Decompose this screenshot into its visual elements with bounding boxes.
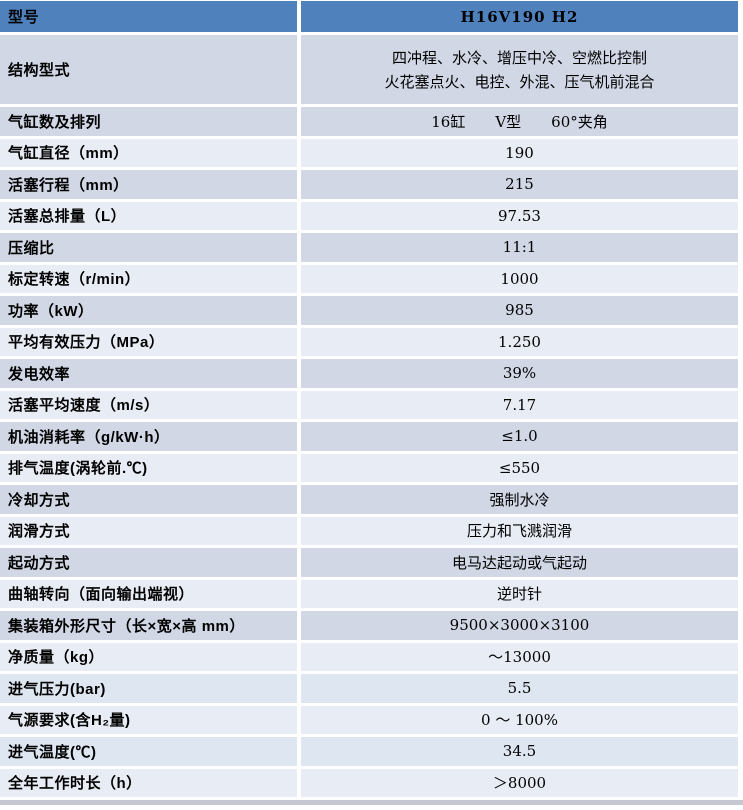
row-value: 电马达起动或气起动	[301, 548, 738, 577]
row-value: 5.5	[301, 674, 738, 703]
row-label: 润滑方式	[0, 516, 297, 545]
row-value: 97.53	[301, 201, 738, 230]
row-label: 结构型式	[0, 35, 297, 104]
row-label: 曲轴转向（面向输出端视）	[0, 579, 297, 608]
row-label: 发电效率	[0, 359, 297, 388]
table-row: 结构型式 四冲程、水冷、增压中冷、空燃比控制 火花塞点火、电控、外混、压气机前混合	[0, 35, 738, 104]
table-row: 排气温度(涡轮前.℃) ≤550	[0, 453, 738, 482]
row-label: 净质量（kg）	[0, 642, 297, 671]
table-row: 标定转速（r/min） 1000	[0, 264, 738, 293]
table-row: 功率（kW） 985	[0, 296, 738, 325]
row-value: 11:1	[301, 233, 738, 262]
row-label: 全年工作时长（h）	[0, 768, 297, 797]
row-label: 活塞平均速度（m/s）	[0, 390, 297, 419]
table-row: 活塞行程（mm） 215	[0, 170, 738, 199]
table-row: 全年工作时长（h） ＞8000	[0, 768, 738, 797]
header-model-value: H16V190 H2	[301, 1, 738, 32]
row-value: 四冲程、水冷、增压中冷、空燃比控制 火花塞点火、电控、外混、压气机前混合	[301, 35, 738, 104]
row-label: 进气温度(℃)	[0, 737, 297, 766]
row-value: ≤1.0	[301, 422, 738, 451]
row-value: 7.17	[301, 390, 738, 419]
row-value: 1000	[301, 264, 738, 293]
table-row: 活塞平均速度（m/s） 7.17	[0, 390, 738, 419]
table-row: 平均有效压力（MPa） 1.250	[0, 327, 738, 356]
row-value: ～13000	[301, 642, 738, 671]
table-row: 压缩比 11:1	[0, 233, 738, 262]
table-row: 气源要求(含H₂量) 0 ～ 100%	[0, 705, 738, 734]
row-value: 215	[301, 170, 738, 199]
row-label: 标定转速（r/min）	[0, 264, 297, 293]
table-row: 发电效率 39%	[0, 359, 738, 388]
row-label: 气源要求(含H₂量)	[0, 705, 297, 734]
row-label: 压缩比	[0, 233, 297, 262]
spec-table-rows: 结构型式 四冲程、水冷、增压中冷、空燃比控制 火花塞点火、电控、外混、压气机前混合气…	[0, 35, 738, 797]
table-row: 活塞总排量（L） 97.53	[0, 201, 738, 230]
row-label: 活塞行程（mm）	[0, 170, 297, 199]
row-value: 强制水冷	[301, 485, 738, 514]
row-value: 190	[301, 138, 738, 167]
row-value: 1.250	[301, 327, 738, 356]
table-row: 润滑方式 压力和飞溅润滑	[0, 516, 738, 545]
row-label: 功率（kW）	[0, 296, 297, 325]
table-row: 气缸直径（mm） 190	[0, 138, 738, 167]
row-value: 34.5	[301, 737, 738, 766]
row-label: 起动方式	[0, 548, 297, 577]
table-row: 集装箱外形尺寸（长×宽×高 mm） 9500×3000×3100	[0, 611, 738, 640]
row-value: 0 ～ 100%	[301, 705, 738, 734]
table-row: 机油消耗率（g/kW·h） ≤1.0	[0, 422, 738, 451]
row-value: 压力和飞溅润滑	[301, 516, 738, 545]
row-label: 集装箱外形尺寸（长×宽×高 mm）	[0, 611, 297, 640]
table-row: 冷却方式 强制水冷	[0, 485, 738, 514]
table-row: 气缸数及排列 16缸 V型 60°夹角	[0, 107, 738, 136]
row-label: 平均有效压力（MPa）	[0, 327, 297, 356]
table-row: 起动方式 电马达起动或气起动	[0, 548, 738, 577]
table-header-row: 型号 H16V190 H2	[0, 1, 738, 32]
row-value: 985	[301, 296, 738, 325]
row-label: 机油消耗率（g/kW·h）	[0, 422, 297, 451]
row-value-line: 四冲程、水冷、增压中冷、空燃比控制	[391, 48, 647, 67]
row-label: 活塞总排量（L）	[0, 201, 297, 230]
header-model-label: 型号	[0, 1, 297, 32]
row-label: 气缸直径（mm）	[0, 138, 297, 167]
row-label: 进气压力(bar)	[0, 674, 297, 703]
row-label: 排气温度(涡轮前.℃)	[0, 453, 297, 482]
table-row: 进气温度(℃) 34.5	[0, 737, 738, 766]
row-value: ＞8000	[301, 768, 738, 797]
table-row: 进气压力(bar) 5.5	[0, 674, 738, 703]
row-value: ≤550	[301, 453, 738, 482]
table-row: 曲轴转向（面向输出端视） 逆时针	[0, 579, 738, 608]
row-value: 9500×3000×3100	[301, 611, 738, 640]
row-value: 逆时针	[301, 579, 738, 608]
row-value-line: 火花塞点火、电控、外混、压气机前混合	[384, 72, 655, 91]
table-row: 净质量（kg） ～13000	[0, 642, 738, 671]
row-label: 冷却方式	[0, 485, 297, 514]
table-bottom-cutoff-bar	[0, 800, 743, 805]
row-value: 16缸 V型 60°夹角	[301, 107, 738, 136]
row-label: 气缸数及排列	[0, 107, 297, 136]
row-value: 39%	[301, 359, 738, 388]
